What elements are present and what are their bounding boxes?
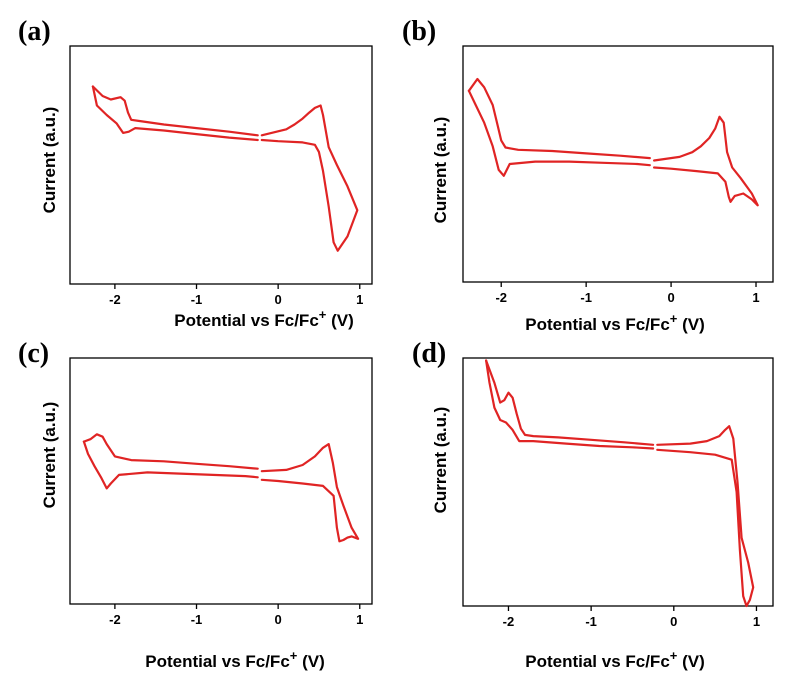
cv-panel-3: (c) -2 -1 0 1 Current (a.u.) Potential vs Fc/F… bbox=[18, 338, 373, 671]
x-axis-title-main: Potential vs Fc/Fc bbox=[174, 311, 319, 330]
panel-label: (c) bbox=[18, 338, 49, 369]
x-tick-label: -1 bbox=[580, 290, 592, 305]
x-axis-title-main: Potential vs Fc/Fc bbox=[145, 652, 290, 671]
x-tick-label: 1 bbox=[356, 612, 363, 627]
x-axis-title: Potential vs Fc/Fc+ (V) bbox=[525, 311, 705, 334]
x-tick-label: 0 bbox=[667, 290, 674, 305]
cv-panel-2: (b) -2 -1 0 1 Current (a.u.) Potential vs Fc/F… bbox=[402, 16, 774, 334]
panel-label: (a) bbox=[18, 16, 51, 47]
cv-panel-4: (d) -2 -1 0 1 Current (a.u.) Potential vs Fc/F… bbox=[412, 338, 774, 671]
x-axis-title-unit: (V) bbox=[326, 311, 353, 330]
x-axis-title-sup: + bbox=[670, 311, 678, 326]
x-tick-label: -1 bbox=[191, 612, 203, 627]
x-tick-label: 0 bbox=[670, 614, 677, 629]
plot-frame bbox=[69, 357, 373, 605]
x-tick-label: -2 bbox=[503, 614, 515, 629]
x-tick-label: -2 bbox=[109, 612, 121, 627]
panel-label: (d) bbox=[412, 338, 446, 369]
cv-curve-segment-3 bbox=[260, 104, 359, 252]
plot-frame bbox=[462, 357, 774, 607]
y-axis-title: Current (a.u.) bbox=[40, 402, 59, 509]
cv-panel-1: (a) -2 -1 0 1 Current (a.u.) Potential vs Fc/F… bbox=[18, 16, 373, 330]
x-axis-title: Potential vs Fc/Fc+ (V) bbox=[174, 307, 354, 330]
x-axis-title: Potential vs Fc/Fc+ (V) bbox=[145, 648, 325, 671]
x-tick-label: 0 bbox=[275, 292, 282, 307]
x-axis-title-sup: + bbox=[290, 648, 298, 663]
cv-curve-segment-3 bbox=[652, 115, 759, 207]
y-axis-title: Current (a.u.) bbox=[431, 407, 450, 514]
cv-curve-segment-1 bbox=[82, 433, 259, 470]
cv-curve-segment-2 bbox=[91, 85, 259, 142]
x-tick-label: -2 bbox=[109, 292, 121, 307]
cv-curve-segment-2 bbox=[485, 359, 655, 450]
cv-curve-segment-3 bbox=[260, 443, 360, 543]
x-axis-title-main: Potential vs Fc/Fc bbox=[525, 315, 670, 334]
panels: (a) -2 -1 0 1 Current (a.u.) Potential vs Fc/F… bbox=[18, 16, 774, 671]
cv-curve-segment-1 bbox=[485, 359, 655, 446]
x-axis-title-unit: (V) bbox=[297, 652, 324, 671]
x-tick-label: -2 bbox=[495, 290, 507, 305]
plot-frame bbox=[69, 45, 373, 285]
x-tick-label: 1 bbox=[752, 290, 759, 305]
x-axis-title-main: Potential vs Fc/Fc bbox=[525, 652, 670, 671]
y-axis-title: Current (a.u.) bbox=[40, 107, 59, 214]
cv-curve-segment-2 bbox=[82, 440, 259, 490]
cv-curve-segment-3 bbox=[656, 425, 755, 608]
x-tick-label: 1 bbox=[753, 614, 760, 629]
cv-curve-segment-1 bbox=[91, 85, 259, 137]
x-axis-title-unit: (V) bbox=[677, 652, 704, 671]
cv-curve-segment-1 bbox=[467, 77, 651, 160]
panel-label: (b) bbox=[402, 16, 436, 47]
x-tick-label: 1 bbox=[356, 292, 363, 307]
x-tick-label: -1 bbox=[191, 292, 203, 307]
x-axis-title-sup: + bbox=[319, 307, 327, 322]
plot-frame bbox=[462, 45, 774, 283]
x-axis-title: Potential vs Fc/Fc+ (V) bbox=[525, 648, 705, 671]
x-axis-title-unit: (V) bbox=[677, 315, 704, 334]
x-tick-label: -1 bbox=[585, 614, 597, 629]
x-tick-label: 0 bbox=[275, 612, 282, 627]
cv-curve-segment-2 bbox=[467, 89, 651, 177]
x-axis-title-sup: + bbox=[670, 648, 678, 663]
y-axis-title: Current (a.u.) bbox=[431, 117, 450, 224]
